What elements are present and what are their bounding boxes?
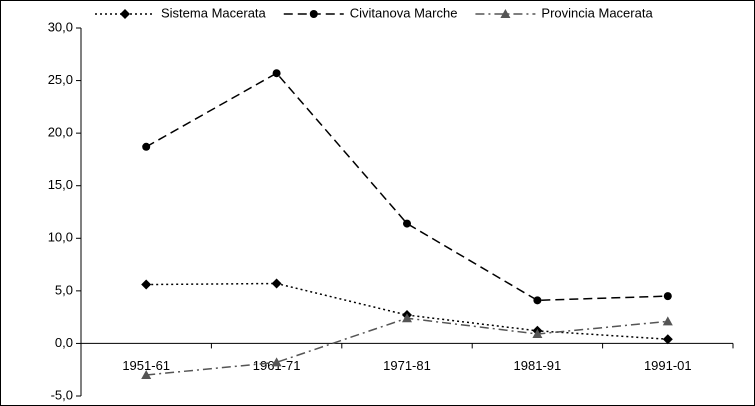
marker <box>533 296 542 305</box>
marker <box>141 279 152 290</box>
y-tick-label: 0,0 <box>55 335 73 350</box>
marker <box>663 292 672 301</box>
marker <box>500 9 511 18</box>
marker <box>272 69 281 78</box>
marker <box>141 369 152 379</box>
y-tick-label: 10,0 <box>48 230 73 245</box>
y-tick-label: 30,0 <box>48 19 73 34</box>
marker <box>662 334 673 345</box>
marker <box>271 357 282 367</box>
marker <box>309 10 318 18</box>
marker <box>402 313 412 323</box>
y-tick-label: 15,0 <box>48 177 73 192</box>
marker <box>403 219 411 228</box>
legend-label: Sistema Macerata <box>161 5 267 20</box>
marker <box>142 142 151 151</box>
series-line <box>145 72 668 302</box>
marker <box>271 278 282 289</box>
y-tick-label: 25,0 <box>48 72 73 87</box>
y-tick-label: -5,0 <box>51 387 73 402</box>
y-tick-label: 5,0 <box>55 282 73 297</box>
legend-label: Provincia Macerata <box>541 5 653 20</box>
x-tick-label: 1951-61 <box>122 358 170 373</box>
x-tick-label: 1991-01 <box>644 358 692 373</box>
y-tick-label: 20,0 <box>48 125 73 140</box>
marker <box>662 316 673 326</box>
marker <box>532 328 543 338</box>
series-line <box>146 282 668 340</box>
legend-label: Civitanova Marche <box>350 5 458 20</box>
marker <box>120 9 130 19</box>
x-tick-label: 1981-91 <box>514 358 562 373</box>
x-tick-label: 1971-81 <box>383 358 431 373</box>
